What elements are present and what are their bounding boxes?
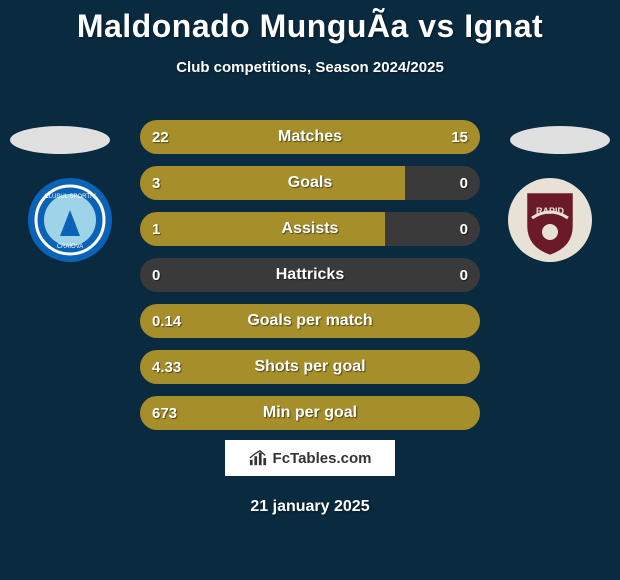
- stat-label: Matches: [140, 120, 480, 154]
- stat-row: 00Hattricks: [140, 258, 480, 292]
- date-text: 21 january 2025: [0, 498, 620, 516]
- stat-row: 2215Matches: [140, 120, 480, 154]
- stat-label: Assists: [140, 212, 480, 246]
- subtitle: Club competitions, Season 2024/2025: [0, 59, 620, 76]
- stat-label: Goals per match: [140, 304, 480, 338]
- stat-label: Hattricks: [140, 258, 480, 292]
- stat-row: 10Assists: [140, 212, 480, 246]
- chart-icon: [249, 449, 267, 467]
- stat-row: 4.33Shots per goal: [140, 350, 480, 384]
- stat-row: 30Goals: [140, 166, 480, 200]
- stat-label: Min per goal: [140, 396, 480, 430]
- stats-chart: 2215Matches 30Goals 10Assists 00Hattricks 0.…: [0, 120, 620, 442]
- page-title: Maldonado MunguÃ­a vs Ignat: [0, 0, 620, 45]
- brand-logo: FcTables.com: [225, 440, 395, 476]
- stat-label: Goals: [140, 166, 480, 200]
- stat-row: 673Min per goal: [140, 396, 480, 430]
- stat-label: Shots per goal: [140, 350, 480, 384]
- brand-text: FcTables.com: [273, 450, 372, 467]
- stat-row: 0.14Goals per match: [140, 304, 480, 338]
